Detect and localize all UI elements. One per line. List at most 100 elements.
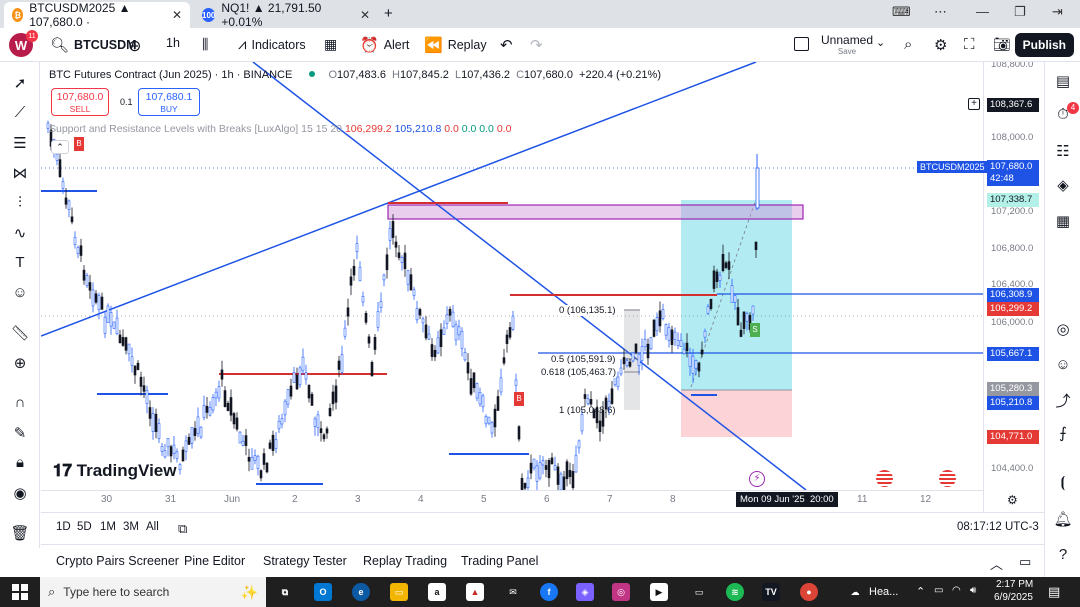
chevron-down-icon[interactable]: ⌄	[876, 37, 886, 49]
emoji-icon[interactable]: ☺	[12, 284, 28, 301]
brush-icon[interactable]: ∿	[13, 225, 27, 242]
layouts-icon[interactable]: ▦	[324, 36, 338, 52]
maximize-icon[interactable]: ❐	[1014, 4, 1026, 19]
timezone-clock[interactable]: 08:17:12 UTC-3	[957, 521, 1039, 533]
settings-icon[interactable]: ⚙	[934, 37, 948, 54]
pattern-icon[interactable]: ⋈	[12, 165, 28, 182]
camera-icon[interactable]: 📷︎	[993, 36, 1011, 52]
profile-icon[interactable]: ⌨	[892, 4, 911, 19]
weather-icon[interactable]: ☁	[850, 586, 860, 597]
chart-pane[interactable]: BTC Futures Contract (Jun 2025) · 1h · B…	[41, 62, 1044, 512]
window-close-icon[interactable]: ⇥	[1052, 4, 1063, 19]
alerts-clock-icon[interactable]: ⏱	[1057, 106, 1069, 123]
spotify-icon[interactable]: ≋	[726, 583, 744, 601]
amazon-icon[interactable]: a	[428, 583, 446, 601]
more-icon[interactable]: ⋯	[934, 4, 947, 19]
maximize-panel-icon[interactable]: ▭	[1019, 554, 1032, 569]
compare-icon[interactable]: ⊕	[128, 38, 142, 55]
ruler-icon[interactable]: 📏︎	[10, 325, 30, 342]
calendar-icon[interactable]: ▦	[1055, 213, 1071, 230]
help-icon[interactable]: ?	[1058, 546, 1068, 563]
lock-icon[interactable]: 🔒︎	[16, 454, 24, 471]
magnet-icon[interactable]: ∩	[14, 394, 26, 411]
tab-trading-panel[interactable]: Trading Panel	[461, 554, 539, 568]
alert-button[interactable]: ⏰ Alert	[360, 36, 409, 54]
bank-icon[interactable]: ▲	[466, 583, 484, 601]
chat-icon[interactable]: ☺	[1055, 356, 1071, 373]
indicator-legend[interactable]: Support and Resistance Levels with Break…	[49, 123, 511, 135]
layers-icon[interactable]: ◈	[1057, 177, 1069, 194]
target-icon[interactable]: ◎	[1056, 321, 1070, 338]
edge-icon[interactable]: e	[352, 583, 370, 601]
news-icon[interactable]: ☷	[1056, 143, 1070, 160]
symbol-search-button[interactable]: 🔍︎ BTCUSDM	[50, 36, 137, 54]
redo-icon[interactable]: ↷	[530, 37, 543, 54]
range-all-button[interactable]: All	[146, 521, 159, 533]
file-explorer-icon[interactable]: ▭	[390, 583, 408, 601]
copilot-icon[interactable]: ◈	[576, 583, 594, 601]
browser-tab-nq1[interactable]: 100 NQ1! ▲ 21,791.50 +0.01% ✕	[194, 1, 378, 29]
date-range-icon[interactable]: ⧉	[178, 521, 188, 536]
task-view-icon[interactable]: ⧉	[281, 586, 289, 597]
taskbar-search-input[interactable]: ⌕ Type here to search ✨	[40, 577, 266, 607]
tradingview-app-icon[interactable]: TV	[762, 583, 780, 601]
trendline-icon[interactable]: ⟋	[14, 104, 26, 121]
chrome-icon[interactable]: ●	[800, 583, 818, 601]
close-icon[interactable]: ✕	[359, 8, 370, 22]
outlook-icon[interactable]: O	[314, 583, 332, 601]
watchlist-icon[interactable]: ▤	[1055, 73, 1071, 90]
forecast-icon[interactable]: ⫶	[18, 194, 22, 211]
dividend-event-icon[interactable]: ⚡	[749, 471, 765, 487]
collapse-legend-button[interactable]: ⌃	[51, 140, 69, 154]
range-1d-button[interactable]: 1D	[56, 521, 71, 533]
text-icon[interactable]: T	[15, 254, 25, 271]
cursor-icon[interactable]: ➚	[13, 75, 27, 92]
pencil-lock-icon[interactable]: ✎	[13, 425, 27, 442]
close-icon[interactable]: ✕	[171, 8, 182, 22]
fullscreen-icon[interactable]: ⛶	[964, 36, 975, 53]
buy-button[interactable]: 107,680.1 BUY	[138, 88, 200, 116]
wifi-icon[interactable]: ◠	[952, 585, 961, 596]
windows-start-icon[interactable]	[12, 584, 28, 600]
facebook-icon[interactable]: f	[540, 583, 558, 601]
add-alert-plus-icon[interactable]: +	[968, 98, 980, 110]
weather-text[interactable]: Hea...	[869, 586, 899, 598]
ideas-icon[interactable]: ⤴	[1055, 393, 1071, 410]
minimize-icon[interactable]: —	[976, 4, 989, 19]
bell-icon[interactable]: 🔔︎	[1053, 511, 1073, 528]
instagram-icon[interactable]: ◎	[612, 583, 630, 601]
price-chart[interactable]	[41, 62, 1044, 512]
browser-tab-btcusdm[interactable]: ₿ BTCUSDM2025 ▲ 107,680.0 · ✕	[4, 1, 190, 29]
zoom-icon[interactable]: ⊕	[13, 355, 27, 372]
new-tab-button[interactable]: +	[384, 5, 393, 22]
tab-pine-editor[interactable]: Pine Editor	[184, 554, 246, 568]
scale-settings-icon[interactable]: ⚙	[1007, 493, 1018, 507]
mail-icon[interactable]: ✉	[509, 586, 517, 597]
streams-icon[interactable]: ⨍	[1059, 425, 1067, 442]
tab-strategy-tester[interactable]: Strategy Tester	[263, 554, 347, 568]
eye-icon[interactable]: ◉	[13, 485, 27, 502]
fib-icon[interactable]: ☰	[13, 135, 27, 152]
layout-name-button[interactable]: Unnamed Save	[821, 34, 873, 58]
youtube-icon[interactable]: ▶	[650, 583, 668, 601]
publish-button[interactable]: Publish	[1014, 33, 1074, 57]
tab-crypto-pairs-screener[interactable]: Crypto Pairs Screener	[56, 554, 179, 568]
notifications-icon[interactable]: ▤	[1048, 584, 1061, 599]
us-flag-event-icon[interactable]	[876, 470, 893, 487]
time-axis[interactable]	[41, 490, 983, 512]
app-icon[interactable]: ▭	[694, 586, 704, 597]
sell-button[interactable]: 107,680.0 SELL	[51, 88, 109, 116]
indicators-button[interactable]: ⩘ Indicators	[238, 36, 306, 53]
broadcast-icon[interactable]: ⦗	[1060, 474, 1066, 491]
interval-button[interactable]: 1h	[166, 36, 180, 50]
chevron-up-icon[interactable]: ︿	[990, 557, 1004, 572]
range-5d-button[interactable]: 5D	[77, 521, 92, 533]
taskbar-date[interactable]: 6/9/2025	[994, 592, 1033, 603]
taskbar-time[interactable]: 2:17 PM	[996, 579, 1034, 590]
replay-button[interactable]: ⏪ Replay	[424, 36, 487, 54]
volume-icon[interactable]: 🔊︎	[970, 585, 977, 596]
quick-search-icon[interactable]: ⌕	[904, 36, 913, 53]
trash-icon[interactable]: 🗑︎	[10, 525, 30, 542]
range-3m-button[interactable]: 3M	[123, 521, 139, 533]
us-flag-event-icon[interactable]	[939, 470, 956, 487]
